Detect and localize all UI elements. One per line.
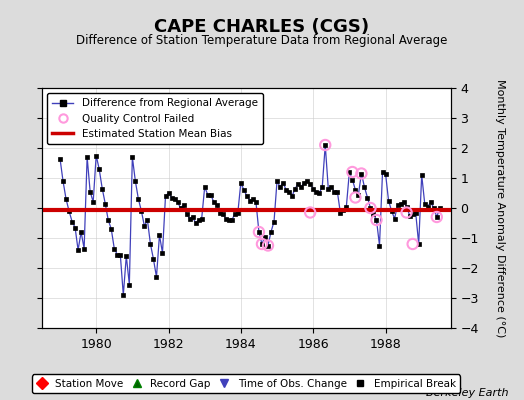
Text: Berkeley Earth: Berkeley Earth: [426, 388, 508, 398]
Point: [357, 170, 366, 177]
Point: [402, 209, 411, 216]
Point: [348, 169, 356, 175]
Point: [264, 242, 272, 249]
Point: [258, 241, 266, 247]
Point: [255, 229, 263, 235]
Legend: Difference from Regional Average, Quality Control Failed, Estimated Station Mean: Difference from Regional Average, Qualit…: [47, 93, 263, 144]
Point: [372, 217, 380, 223]
Text: Difference of Station Temperature Data from Regional Average: Difference of Station Temperature Data f…: [77, 34, 447, 47]
Point: [366, 205, 375, 211]
Point: [433, 214, 441, 220]
Legend: Station Move, Record Gap, Time of Obs. Change, Empirical Break: Station Move, Record Gap, Time of Obs. C…: [32, 374, 460, 393]
Y-axis label: Monthly Temperature Anomaly Difference (°C): Monthly Temperature Anomaly Difference (…: [495, 79, 506, 337]
Point: [409, 241, 417, 247]
Point: [351, 194, 359, 201]
Text: CAPE CHARLES (CGS): CAPE CHARLES (CGS): [155, 18, 369, 36]
Point: [321, 142, 330, 148]
Point: [306, 209, 314, 216]
